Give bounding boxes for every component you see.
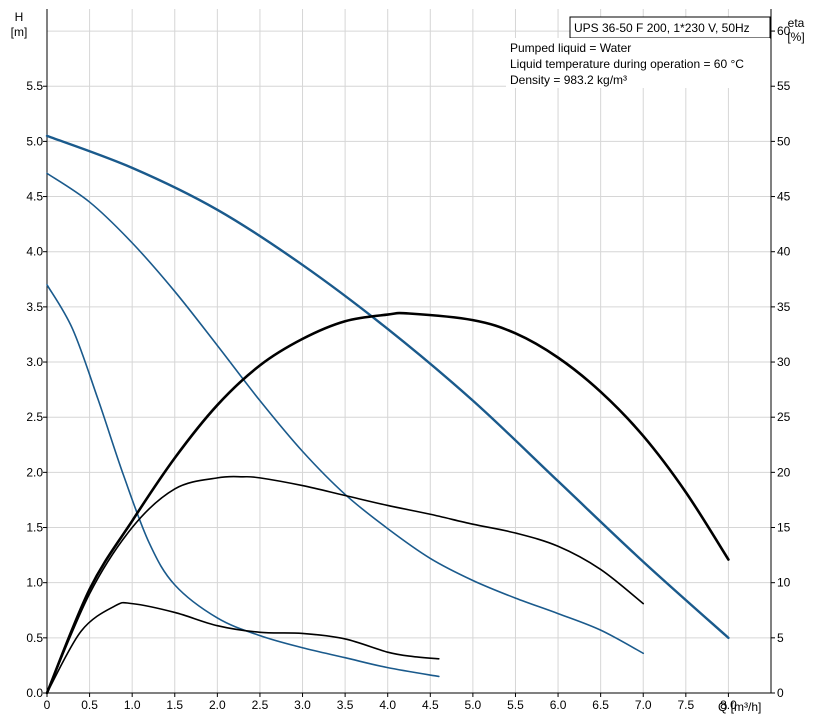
y2-tick-label: 40: [777, 245, 791, 259]
head-curve-3: [46, 284, 440, 678]
y-tick-label: 5.0: [26, 134, 43, 148]
y-tick-label: 2.0: [26, 465, 43, 479]
x-tick-label: 1.5: [166, 698, 183, 712]
info-box: Pumped liquid = Water Liquid temperature…: [506, 38, 770, 88]
efficiency-curve-6: [46, 601, 440, 694]
right-axis-title-symbol: eta: [788, 16, 805, 30]
y-tick-label: 5.5: [26, 79, 43, 93]
grid-lines: [47, 9, 772, 693]
y2-tick-label: 25: [777, 410, 791, 424]
x-tick-label: 2.0: [209, 698, 226, 712]
tick-labels: 0 0.5 1.0 1.5 2.0 2.5 3.0 3.5 4.0 4.5 5.0 5.5 6.0 6.5…: [26, 24, 790, 712]
x-tick-label: 2.5: [252, 698, 269, 712]
chart-title-box: UPS 36-50 F 200, 1*230 V, 50Hz: [569, 16, 771, 39]
y2-tick-label: 30: [777, 355, 791, 369]
y2-tick-label: 0: [777, 686, 784, 700]
y-tick-label: 3.5: [26, 300, 43, 314]
x-tick-label: 5.0: [465, 698, 482, 712]
x-tick-label: 0.5: [81, 698, 98, 712]
x-tick-label: 4.0: [379, 698, 396, 712]
y2-tick-label: 20: [777, 465, 791, 479]
x-axis-title: Q [m³/h]: [718, 700, 761, 714]
y-tick-label: 1.0: [26, 576, 43, 590]
y2-tick-label: 50: [777, 134, 791, 148]
y2-tick-label: 55: [777, 79, 791, 93]
y-tick-label: 2.5: [26, 410, 43, 424]
x-tick-label: 6.0: [550, 698, 567, 712]
head-curve-1: [45, 134, 730, 640]
y-tick-label: 3.0: [26, 355, 43, 369]
x-tick-label: 8.0: [720, 698, 737, 712]
x-tick-label: 0: [44, 698, 51, 712]
x-tick-label: 7.0: [635, 698, 652, 712]
x-tick-label: 7.5: [677, 698, 694, 712]
y-tick-label: 0.0: [26, 686, 43, 700]
left-axis-title-unit: [m]: [11, 25, 28, 39]
x-tick-label: 3.5: [337, 698, 354, 712]
x-tick-label: 1.0: [124, 698, 141, 712]
curves: [45, 134, 730, 695]
axes: [43, 9, 775, 697]
y2-tick-label: 35: [777, 300, 791, 314]
y2-tick-label: 5: [777, 631, 784, 645]
x-tick-label: 5.5: [507, 698, 524, 712]
right-axis-title: eta [%]: [787, 16, 804, 44]
y-tick-label: 1.5: [26, 521, 43, 535]
y-tick-label: 0.5: [26, 631, 43, 645]
info-density: Density = 983.2 kg/m³: [510, 73, 627, 87]
x-tick-label: 3.0: [294, 698, 311, 712]
x-tick-label: 4.5: [422, 698, 439, 712]
head-curve-2: [46, 172, 645, 655]
left-axis-title-symbol: H: [15, 10, 24, 24]
right-axis-title-unit: [%]: [787, 30, 804, 44]
info-liquid-temperature: Liquid temperature during operation = 60…: [510, 57, 744, 71]
efficiency-curve-5: [46, 475, 645, 694]
y2-tick-label: 10: [777, 576, 791, 590]
y2-tick-label: 60: [777, 24, 791, 38]
y-tick-label: 4.0: [26, 245, 43, 259]
left-axis-title: H [m]: [11, 10, 28, 39]
chart-title: UPS 36-50 F 200, 1*230 V, 50Hz: [574, 21, 750, 35]
info-pumped-liquid: Pumped liquid = Water: [510, 41, 631, 55]
y2-tick-label: 45: [777, 190, 791, 204]
y2-tick-label: 15: [777, 521, 791, 535]
y-tick-label: 4.5: [26, 190, 43, 204]
x-tick-label: 6.5: [592, 698, 609, 712]
efficiency-curve-4: [45, 311, 730, 695]
